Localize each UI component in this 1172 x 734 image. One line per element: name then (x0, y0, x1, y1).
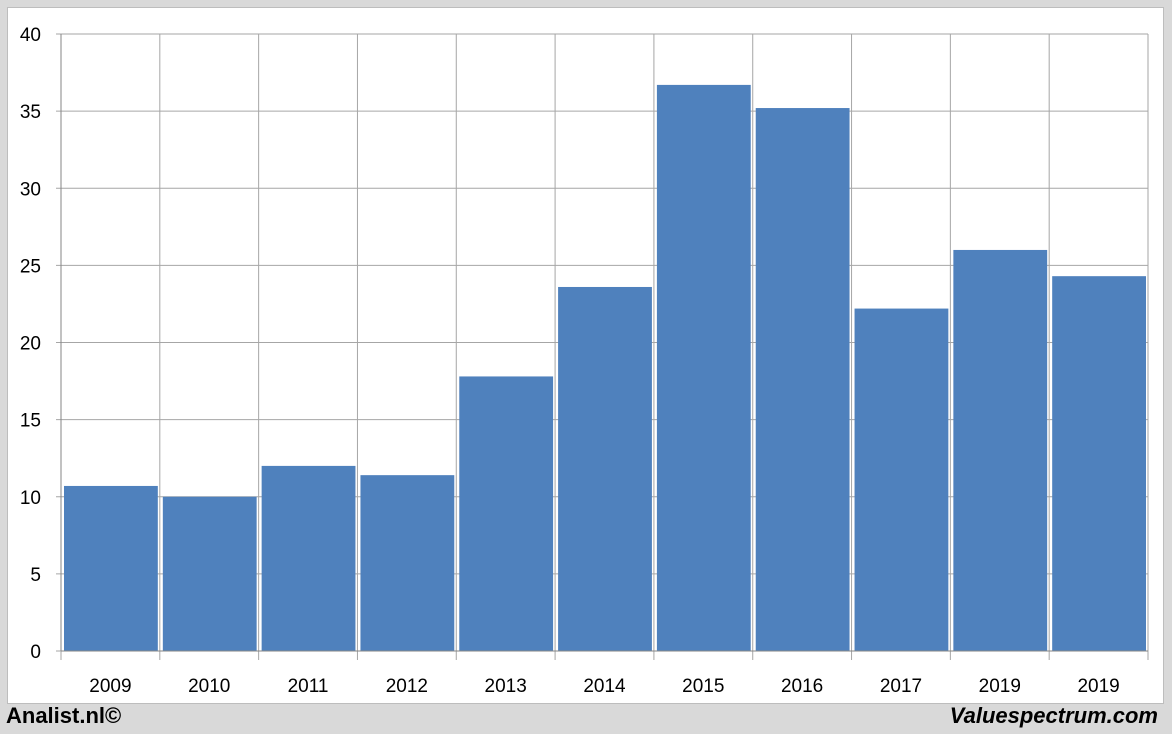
bar-2013 (459, 376, 554, 651)
x-tick-label: 2016 (781, 676, 823, 697)
bar-2015 (656, 84, 751, 652)
y-tick-label: 35 (20, 102, 41, 123)
x-tick-label: 2013 (485, 676, 527, 697)
x-tick-label: 2015 (682, 676, 724, 697)
y-tick-label: 15 (20, 411, 41, 432)
bar-2012 (360, 475, 455, 651)
x-tick-label: 2014 (583, 676, 626, 697)
y-tick-label: 20 (20, 334, 41, 355)
bar-2019 (953, 249, 1048, 651)
footer-analist-label: Analist.nl© (6, 703, 122, 728)
bar-2014 (558, 286, 652, 651)
x-tick-label: 2019 (979, 676, 1021, 697)
bar-2010 (162, 496, 257, 651)
y-tick-label: 30 (20, 179, 41, 200)
bar-2011 (261, 465, 356, 651)
bar-2017 (854, 308, 949, 651)
y-tick-label: 5 (30, 565, 41, 586)
x-tick-label: 2009 (89, 676, 131, 697)
x-tick-label: 2012 (386, 676, 428, 697)
y-tick-label: 0 (30, 642, 41, 663)
x-tick-label: 2017 (880, 676, 922, 697)
x-tick-label: 2019 (1077, 676, 1119, 697)
x-tick-label: 2011 (288, 676, 329, 697)
footer-valuespectrum-label: Valuespectrum.com (949, 703, 1158, 728)
bar-2016 (755, 108, 850, 652)
x-tick-label: 2010 (188, 676, 230, 697)
y-tick-label: 25 (20, 256, 41, 277)
bar-2019 (1052, 276, 1146, 651)
bar-2009 (64, 485, 158, 651)
y-tick-label: 40 (20, 25, 41, 46)
y-tick-label: 10 (20, 488, 41, 509)
